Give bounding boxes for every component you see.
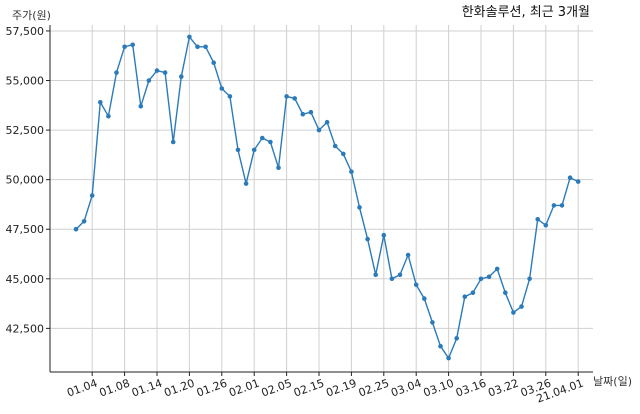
data-point (284, 94, 289, 99)
data-point (551, 203, 557, 208)
grid (50, 25, 593, 372)
series-line (75, 35, 579, 360)
data-point (89, 193, 95, 198)
data-point (276, 165, 281, 171)
data-point (219, 86, 225, 91)
data-point (462, 294, 468, 300)
data-point (511, 310, 516, 315)
data-point (373, 272, 379, 278)
data-point (154, 68, 160, 73)
data-point (535, 217, 540, 222)
data-point (422, 296, 427, 301)
data-point (195, 44, 200, 50)
x-tick-label: 03.16 (454, 377, 488, 400)
data-point (559, 203, 565, 208)
data-point (308, 109, 314, 115)
data-point (260, 135, 265, 141)
data-point (454, 336, 460, 341)
data-point (114, 70, 119, 75)
data-point (292, 96, 298, 101)
data-point (203, 44, 208, 50)
data-point (470, 290, 476, 296)
data-point (106, 113, 111, 119)
x-tick-label: 02.25 (357, 377, 391, 400)
data-point (98, 100, 103, 105)
x-tick-label: 01.08 (98, 377, 132, 400)
data-point (494, 266, 500, 272)
data-point (300, 111, 306, 117)
x-tick-label: 03.10 (422, 377, 456, 400)
y-tick-label: 57,500 (6, 25, 45, 38)
data-point (430, 320, 435, 325)
data-point (567, 175, 573, 180)
data-point (365, 236, 370, 242)
data-point (478, 276, 484, 282)
x-tick-label: 03.04 (389, 377, 423, 400)
data-point (235, 147, 241, 153)
data-point (227, 94, 233, 99)
data-point (179, 74, 184, 79)
data-point (519, 304, 524, 309)
data-point (130, 42, 135, 48)
data-point (341, 151, 346, 157)
x-tick-label: 02.15 (292, 377, 326, 400)
chart-title: 한화솔루션, 최근 3개월 (462, 5, 590, 20)
data-point (268, 139, 273, 145)
y-tick-label: 52,500 (6, 124, 45, 137)
data-point (187, 34, 192, 40)
series-points (73, 34, 581, 361)
x-tick-label: 02.05 (260, 377, 294, 400)
data-point (349, 169, 354, 174)
data-point (81, 219, 87, 224)
data-point (170, 139, 176, 145)
y-tick-label: 42,500 (6, 322, 45, 335)
x-tick-label: 02.19 (324, 377, 358, 400)
x-tick-label: 03.22 (486, 377, 520, 400)
data-point (146, 78, 152, 83)
data-point (381, 232, 387, 238)
data-point (138, 104, 144, 109)
data-point (243, 181, 249, 186)
y-tick-label: 55,000 (6, 75, 45, 88)
data-point (486, 274, 492, 280)
data-point (438, 343, 443, 349)
x-tick-label: 01.26 (195, 377, 229, 400)
x-tick-label: 01.20 (162, 377, 196, 400)
data-point (73, 226, 79, 232)
data-point (162, 70, 168, 75)
data-point (405, 252, 411, 258)
x-tick-label: 01.04 (65, 377, 99, 400)
x-ticks: 01.0401.0801.1401.2001.2602.0102.0502.15… (65, 372, 585, 406)
data-point (503, 290, 508, 296)
data-point (251, 147, 257, 153)
data-point (122, 44, 127, 50)
y-axis-label: 주가(원) (12, 9, 51, 22)
x-axis-label: 날짜(일) (593, 374, 632, 388)
y-tick-label: 47,500 (6, 223, 45, 236)
data-point (575, 179, 581, 184)
y-ticks: 42,500 45,000 47,500 50,000 52,500 55,000 57,5… (6, 25, 50, 335)
data-point (211, 60, 216, 65)
x-tick-label: 02.01 (227, 377, 261, 400)
x-tick-label: 01.14 (130, 377, 164, 400)
data-point (543, 223, 549, 228)
data-point (332, 143, 338, 149)
data-point (413, 282, 419, 288)
data-point (357, 205, 362, 210)
data-point (527, 276, 532, 282)
data-point (397, 272, 403, 278)
data-point (446, 355, 451, 361)
data-point (316, 127, 322, 133)
y-tick-label: 45,000 (6, 273, 45, 286)
data-point (324, 119, 330, 125)
y-tick-label: 50,000 (6, 174, 45, 187)
data-point (389, 276, 395, 282)
